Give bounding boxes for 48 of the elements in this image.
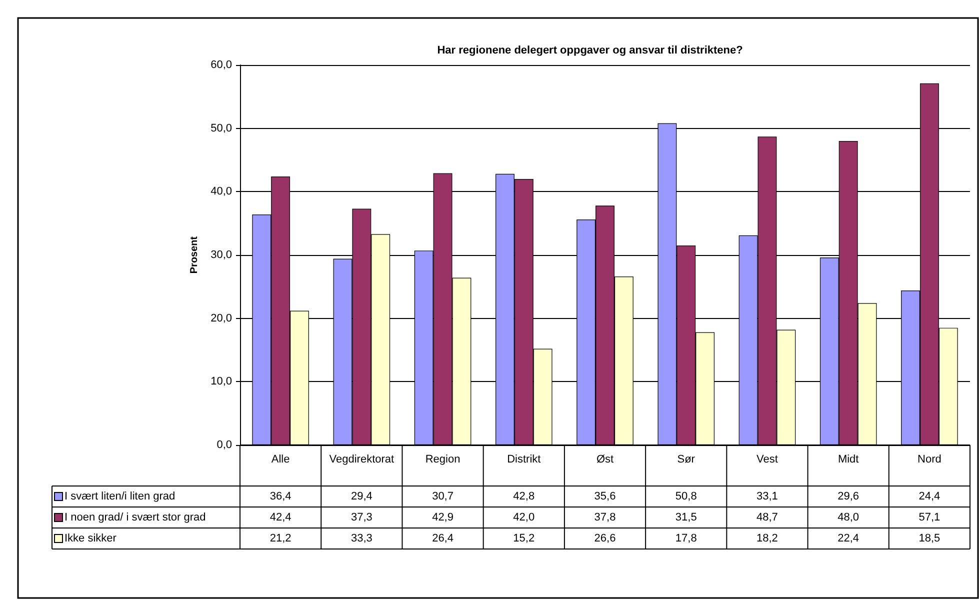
- y-tick-label: 50,0: [210, 122, 232, 134]
- data-label: 21,2: [270, 532, 292, 544]
- data-label: 29,6: [838, 490, 860, 502]
- x-tick-label: Øst: [596, 454, 614, 466]
- data-label: 50,8: [675, 490, 697, 502]
- x-tick-label: Sør: [677, 454, 696, 466]
- data-label: 48,7: [756, 512, 778, 524]
- data-label: 17,8: [675, 532, 697, 544]
- x-tick-label: Midt: [838, 454, 859, 466]
- data-label: 37,8: [594, 512, 616, 524]
- y-tick-label: 0,0: [216, 439, 232, 451]
- data-label: 35,6: [594, 490, 616, 502]
- data-label: 31,5: [675, 512, 697, 524]
- data-label: 29,4: [350, 490, 372, 502]
- legend-label: Ikke sikker: [64, 532, 117, 544]
- data-label: 33,3: [350, 532, 372, 544]
- data-label: 42,8: [513, 490, 535, 502]
- y-tick-label: 20,0: [210, 312, 232, 324]
- y-tick-label: 40,0: [210, 186, 232, 198]
- data-label: 18,2: [756, 532, 778, 544]
- data-label: 42,4: [270, 512, 292, 524]
- data-label: 30,7: [432, 490, 454, 502]
- data-label: 42,0: [513, 512, 535, 524]
- legend-label: I svært liten/i liten grad: [64, 490, 176, 502]
- chart-title: Har regionene delegert oppgaver og ansvar til distriktene?: [437, 44, 744, 56]
- data-label: 24,4: [918, 490, 940, 502]
- data-label: 48,0: [838, 512, 860, 524]
- y-tick-label: 10,0: [210, 376, 232, 388]
- legend-label: I noen grad/ i svært stor grad: [64, 512, 206, 524]
- x-tick-label: Vegdirektorat: [329, 454, 394, 466]
- data-label: 57,1: [918, 512, 940, 524]
- x-tick-label: Region: [425, 454, 460, 466]
- x-tick-label: Nord: [918, 454, 942, 466]
- data-label: 15,2: [513, 532, 535, 544]
- data-label: 36,4: [270, 490, 292, 502]
- x-tick-label: Vest: [756, 454, 778, 466]
- data-label: 22,4: [838, 532, 860, 544]
- data-label: 26,4: [432, 532, 454, 544]
- data-label: 37,3: [350, 512, 372, 524]
- data-label: 18,5: [918, 532, 940, 544]
- y-tick-label: 30,0: [210, 249, 232, 261]
- x-tick-label: Alle: [271, 454, 290, 466]
- data-label: 33,1: [756, 490, 778, 502]
- x-tick-label: Distrikt: [507, 454, 541, 466]
- data-label: 42,9: [432, 512, 454, 524]
- y-axis-title: Prosent: [189, 236, 200, 274]
- y-tick-label: 60,0: [210, 59, 232, 71]
- data-label: 26,6: [594, 532, 616, 544]
